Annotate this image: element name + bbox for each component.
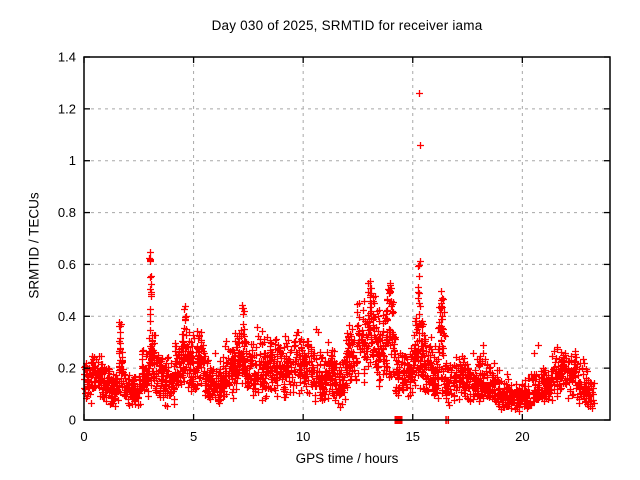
- data-points-path: [81, 90, 598, 415]
- x-tick-label: 5: [190, 429, 197, 444]
- y-tick-label: 1.4: [58, 50, 76, 65]
- y-tick-label: 1: [69, 153, 76, 168]
- x-tick-label: 20: [515, 429, 529, 444]
- y-tick-label: 1.2: [58, 101, 76, 116]
- chart-title: Day 030 of 2025, SRMTID for receiver iam…: [211, 18, 483, 33]
- y-tick-label: 0.8: [58, 205, 76, 220]
- x-tick-label: 15: [406, 429, 420, 444]
- x-tick-label: 0: [80, 429, 87, 444]
- x-tick-label: 10: [296, 429, 310, 444]
- y-tick-label: 0.4: [58, 309, 76, 324]
- y-tick-label: 0.6: [58, 257, 76, 272]
- x-axis-label: GPS time / hours: [295, 451, 399, 466]
- y-tick-label: 0.2: [58, 361, 76, 376]
- y-tick-label: 0: [69, 413, 76, 428]
- plot-border: [83, 56, 611, 421]
